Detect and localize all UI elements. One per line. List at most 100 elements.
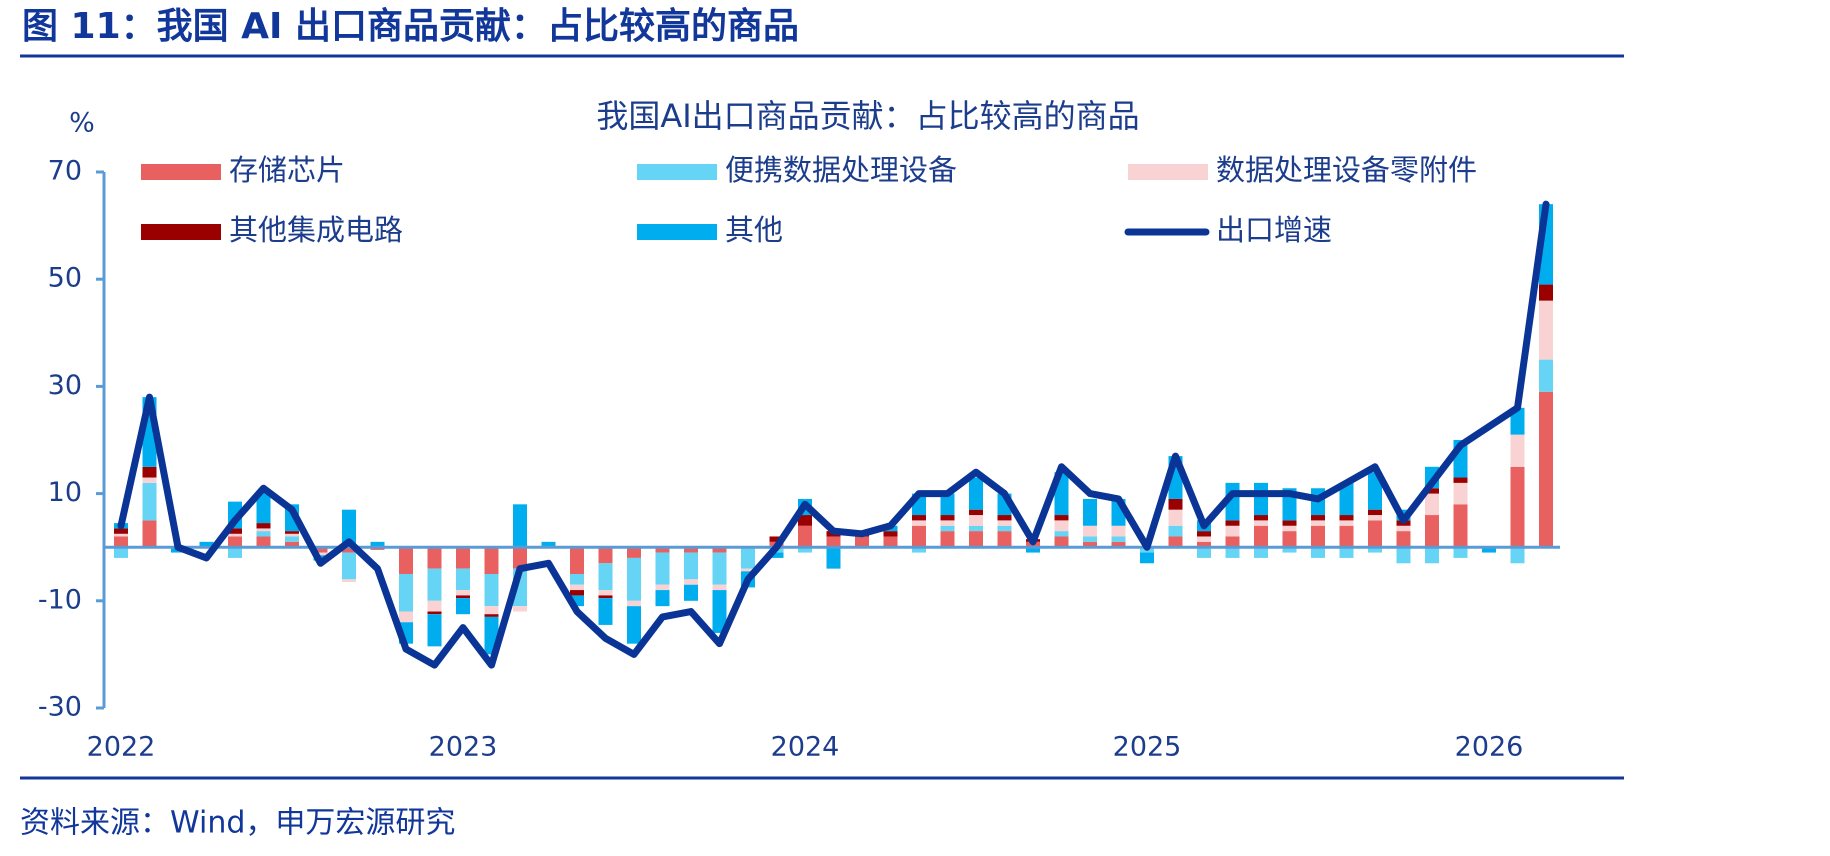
- bar-segment: [484, 547, 499, 574]
- bar-segment: [627, 557, 641, 601]
- bar-segment: [969, 509, 983, 516]
- bar-segment: [684, 552, 698, 580]
- bar-segment: [427, 568, 442, 601]
- bar-segment: [940, 525, 955, 532]
- source: 资料来源：Wind，申万宏源研究: [20, 806, 455, 841]
- bar-segment: [114, 536, 128, 548]
- bar-segment: [627, 600, 641, 607]
- bar-segment: [1368, 520, 1382, 548]
- bar-segment: [427, 547, 442, 569]
- bar-segment: [1425, 515, 1439, 548]
- bar-segment: [1396, 525, 1411, 532]
- bar-segment: [342, 547, 356, 553]
- bar-segment: [969, 515, 983, 526]
- bar-segment: [1396, 547, 1411, 564]
- bar-segment: [598, 547, 613, 564]
- bar-segment: [1510, 466, 1525, 548]
- bar-segment: [570, 574, 584, 585]
- bar-segment: [912, 520, 926, 526]
- bar-segment: [1368, 547, 1382, 553]
- bar-segment: [1054, 536, 1069, 548]
- y-axis-label: %: [69, 108, 95, 139]
- bar-segment: [798, 525, 812, 548]
- bar-segment: [313, 552, 328, 556]
- bar-segment: [655, 552, 670, 585]
- bar-segment: [997, 515, 1012, 521]
- legend-label: 出口增速: [1216, 213, 1332, 247]
- bar-segment: [655, 547, 670, 553]
- bar-segment: [513, 547, 527, 569]
- bar-segment: [826, 547, 841, 569]
- bar-segment: [1510, 434, 1525, 467]
- bar-segment: [199, 541, 214, 548]
- bar-segment: [370, 541, 385, 548]
- y-tick-label: 70: [48, 156, 82, 187]
- bar-segment: [997, 525, 1012, 532]
- bar-segment: [228, 528, 242, 534]
- bar-segment: [1168, 525, 1183, 537]
- bar-segment: [997, 520, 1012, 526]
- bar-segment: [456, 595, 470, 599]
- bar-segment: [1510, 407, 1525, 435]
- bar-segment: [769, 552, 784, 558]
- bar-segment: [142, 477, 157, 483]
- bar-segment: [313, 547, 328, 553]
- bar-segment: [427, 611, 442, 615]
- bar-segment: [712, 584, 727, 591]
- bar-segment: [969, 531, 983, 548]
- bar-segment: [598, 595, 613, 599]
- bar-segment: [456, 568, 470, 591]
- bar-segment: [1453, 482, 1468, 505]
- bar-segment: [256, 490, 271, 524]
- bar-segment: [456, 598, 470, 615]
- bar-segment: [1083, 536, 1097, 542]
- bar-segment: [1111, 536, 1126, 542]
- legend-label: 存储芯片: [229, 153, 345, 187]
- bar-segment: [1054, 531, 1069, 537]
- bar-segment: [741, 568, 755, 572]
- bar-segment: [1197, 536, 1211, 542]
- bar-segment: [1140, 552, 1154, 564]
- bar-segment: [342, 509, 356, 548]
- bar-segment: [798, 515, 812, 526]
- bar-segment: [598, 563, 613, 591]
- bar-segment: [1197, 531, 1211, 537]
- bar-segment: [399, 574, 413, 612]
- bar-segment: [1339, 520, 1354, 526]
- bar-segment: [1339, 525, 1354, 548]
- bar-segment: [399, 547, 413, 574]
- legend-label: 其他: [725, 213, 783, 247]
- bar-segment: [1453, 504, 1468, 548]
- bar-segment: [484, 574, 499, 607]
- bar-segment: [456, 590, 470, 596]
- x-tick-label: 2026: [1455, 732, 1524, 763]
- bar-segment: [285, 533, 299, 537]
- bar-segment: [1054, 515, 1069, 521]
- bar-segment: [1339, 515, 1354, 521]
- bar-segment: [1083, 541, 1097, 548]
- bar-segment: [570, 590, 584, 596]
- bar-segment: [114, 528, 128, 534]
- legend-label: 数据处理设备零附件: [1216, 153, 1477, 187]
- legend-swatch: [637, 224, 717, 240]
- bar-segment: [655, 590, 670, 607]
- bar-segment: [1425, 488, 1439, 494]
- bar-segment: [1282, 525, 1297, 532]
- bar-segment: [627, 547, 641, 558]
- y-tick-label: 30: [48, 370, 82, 401]
- bar-segment: [1282, 520, 1297, 526]
- bar-segment: [940, 531, 955, 548]
- bar-segment: [940, 515, 955, 521]
- bar-segment: [598, 590, 613, 596]
- bar-segment: [684, 584, 698, 601]
- bar-segment: [1254, 482, 1268, 516]
- bar-segment: [684, 579, 698, 585]
- bar-segment: [598, 598, 613, 625]
- y-tick-label: 50: [48, 263, 82, 294]
- bar-segment: [399, 611, 413, 623]
- bar-segment: [883, 536, 898, 548]
- bar-segment: [1254, 520, 1268, 526]
- bar-segment: [883, 531, 898, 537]
- bar-segment: [1168, 536, 1183, 548]
- bar-segment: [142, 466, 157, 478]
